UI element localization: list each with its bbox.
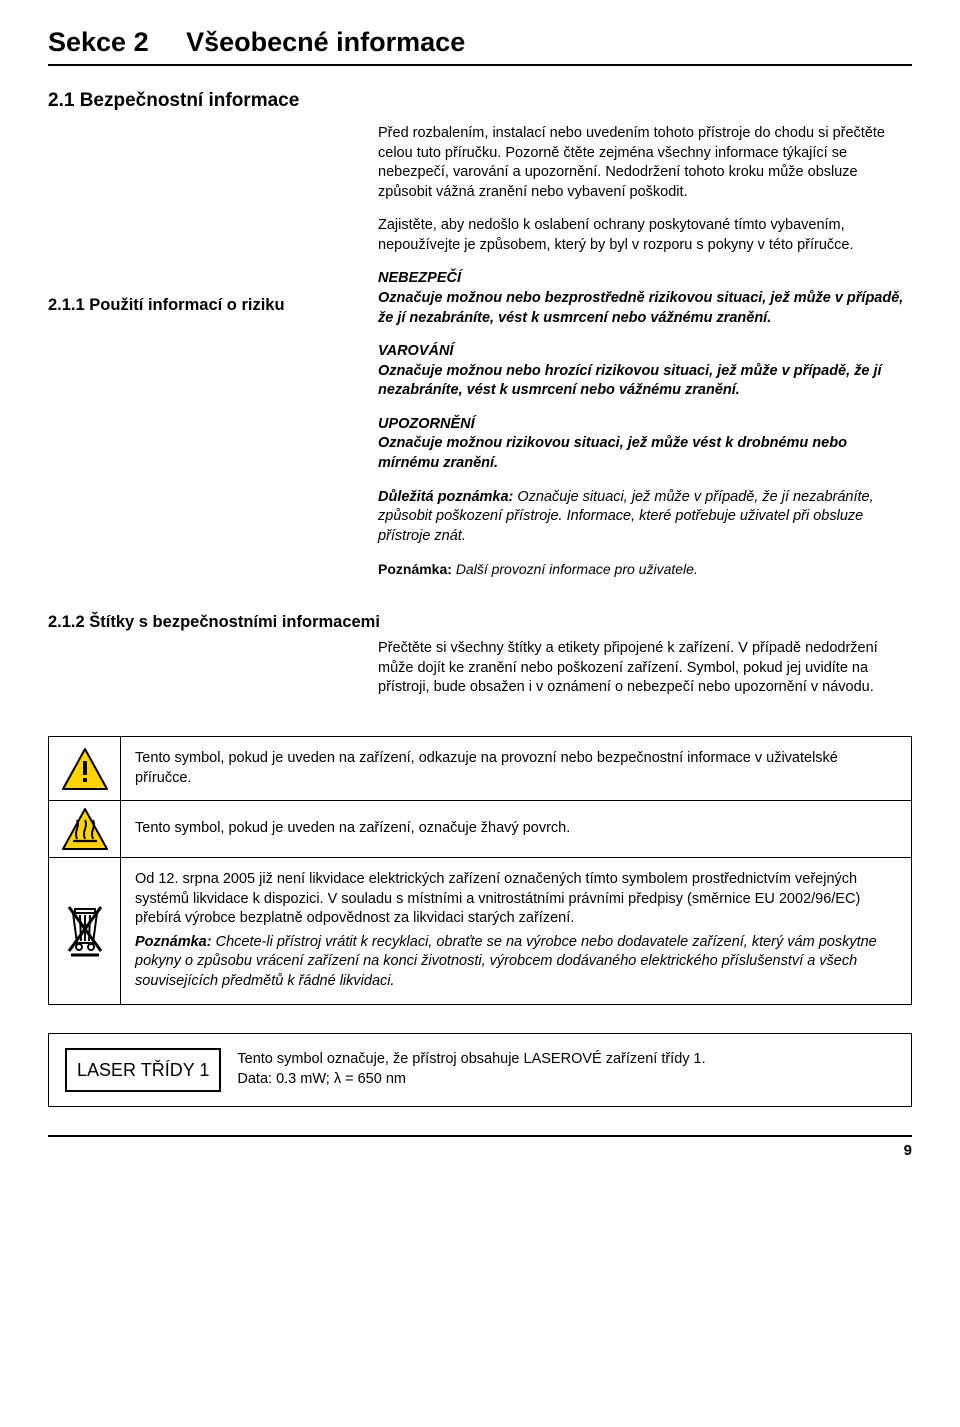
intro-paragraph-1: Před rozbalením, instalací nebo uvedením… bbox=[378, 124, 912, 202]
labels-columns: Přečtěte si všechny štítky a etikety při… bbox=[48, 639, 912, 712]
weee-paragraph: Od 12. srpna 2005 již není likvidace ele… bbox=[135, 870, 897, 929]
caution-label: UPOZORNĚNÍ bbox=[378, 415, 912, 435]
danger-body: Označuje možnou nebo bezprostředně rizik… bbox=[378, 289, 912, 328]
page-number: 9 bbox=[48, 1137, 912, 1161]
symbol-desc-2: Tento symbol, pokud je uveden na zařízen… bbox=[121, 801, 912, 858]
table-row: Tento symbol, pokud je uveden na zařízen… bbox=[49, 737, 912, 801]
section-header: Sekce 2 Všeobecné informace bbox=[48, 18, 912, 64]
table-row: Od 12. srpna 2005 již není likvidace ele… bbox=[49, 858, 912, 1004]
note-body: Další provozní informace pro uživatele. bbox=[456, 561, 698, 577]
heading-2-1: 2.1 Bezpečnostní informace bbox=[48, 88, 912, 114]
warning-icon bbox=[49, 737, 121, 801]
warning-body: Označuje možnou nebo hrozící rizikovou s… bbox=[378, 362, 912, 401]
labels-body: Přečtěte si všechny štítky a etikety při… bbox=[378, 639, 912, 698]
weee-note: Poznámka: Chcete-li přístroj vrátit k re… bbox=[135, 933, 897, 992]
laser-line-1: Tento symbol označuje, že přístroj obsah… bbox=[237, 1050, 705, 1070]
section-label: Sekce 2 bbox=[48, 27, 149, 57]
danger-block: NEBEZPEČÍ Označuje možnou nebo bezprostř… bbox=[378, 269, 912, 328]
section-rule bbox=[48, 64, 912, 66]
caution-block: UPOZORNĚNÍ Označuje možnou rizikovou sit… bbox=[378, 415, 912, 474]
caution-body: Označuje možnou rizikovou situaci, jež m… bbox=[378, 434, 912, 473]
laser-description: Tento symbol označuje, že přístroj obsah… bbox=[237, 1050, 705, 1089]
symbol-desc-1: Tento symbol, pokud je uveden na zařízen… bbox=[121, 737, 912, 801]
intro-columns: 2.1.1 Použití informací o riziku Před ro… bbox=[48, 124, 912, 593]
warning-block: VAROVÁNÍ Označuje možnou nebo hrozící ri… bbox=[378, 342, 912, 401]
weee-note-label: Poznámka: bbox=[135, 934, 216, 950]
section-title-text: Všeobecné informace bbox=[186, 27, 465, 57]
intro-paragraph-2: Zajistěte, aby nedošlo k oslabení ochran… bbox=[378, 216, 912, 255]
note-label: Poznámka: bbox=[378, 561, 456, 577]
hot-surface-icon bbox=[49, 801, 121, 858]
heading-2-1-1: 2.1.1 Použití informací o riziku bbox=[48, 294, 358, 316]
danger-label: NEBEZPEČÍ bbox=[378, 269, 912, 289]
laser-box: LASER TŘÍDY 1 Tento symbol označuje, že … bbox=[48, 1033, 912, 1107]
laser-class-label: LASER TŘÍDY 1 bbox=[65, 1048, 221, 1092]
heading-2-1-2: 2.1.2 Štítky s bezpečnostními informacem… bbox=[48, 611, 912, 633]
table-row: Tento symbol, pokud je uveden na zařízen… bbox=[49, 801, 912, 858]
note-block: Poznámka: Další provozní informace pro u… bbox=[378, 560, 912, 579]
important-note-block: Důležitá poznámka: Označuje situaci, jež… bbox=[378, 488, 912, 547]
symbol-desc-3: Od 12. srpna 2005 již není likvidace ele… bbox=[121, 858, 912, 1004]
weee-note-body: Chcete-li přístroj vrátit k recyklaci, o… bbox=[135, 934, 877, 989]
weee-icon bbox=[49, 858, 121, 1004]
warning-label: VAROVÁNÍ bbox=[378, 342, 912, 362]
important-label: Důležitá poznámka: bbox=[378, 489, 517, 505]
symbol-table: Tento symbol, pokud je uveden na zařízen… bbox=[48, 736, 912, 1005]
laser-line-2: Data: 0.3 mW; λ = 650 nm bbox=[237, 1070, 705, 1090]
